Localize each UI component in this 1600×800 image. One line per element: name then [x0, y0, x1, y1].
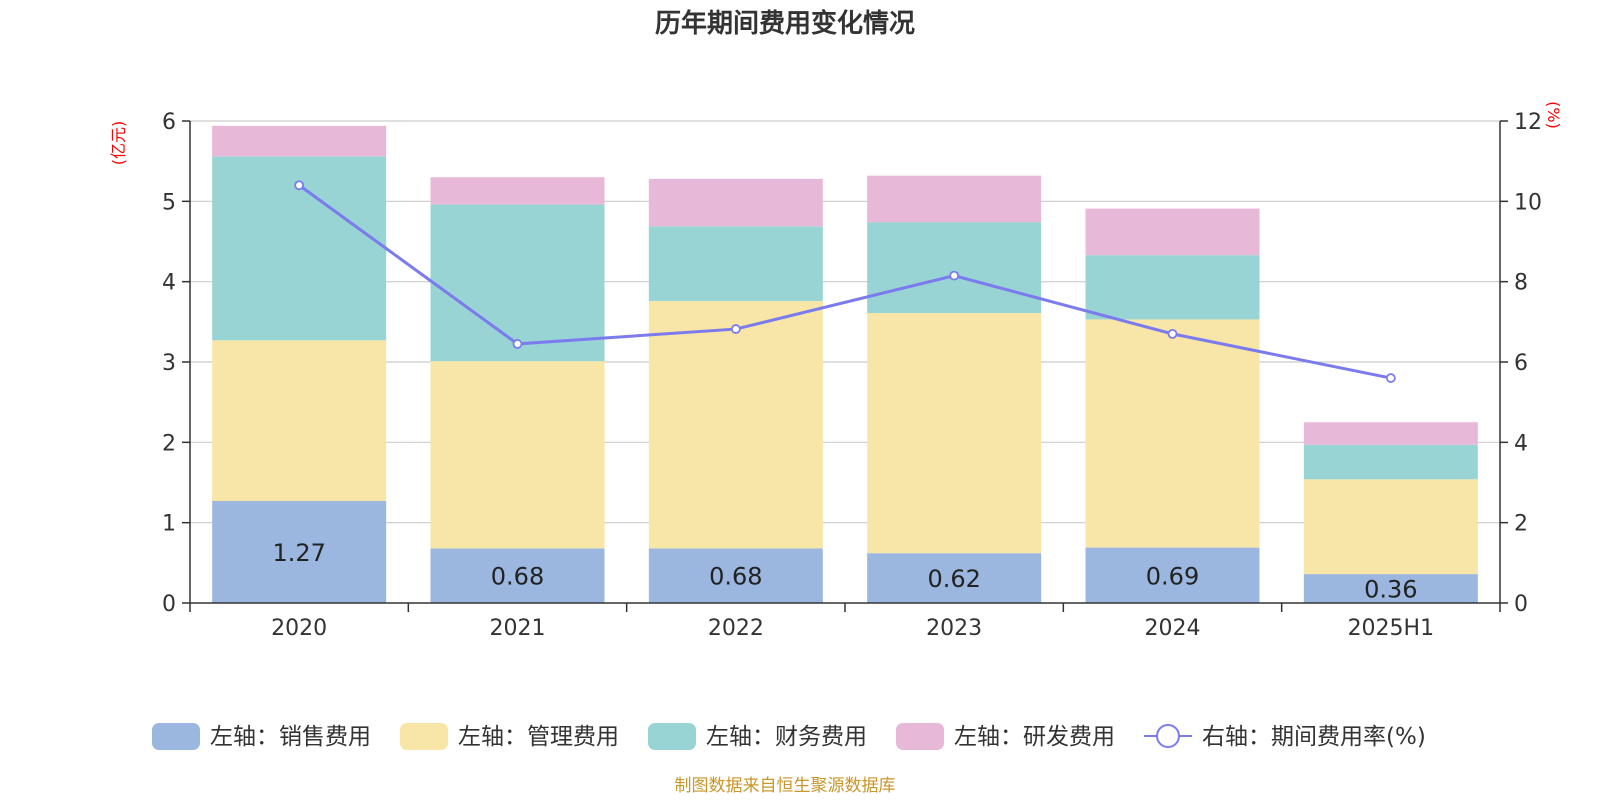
source-note: 制图数据来自恒生聚源数据库	[675, 776, 896, 796]
rate-line-point	[730, 324, 741, 334]
bar-segment	[867, 175, 1042, 223]
bar-segment	[430, 204, 605, 362]
legend-swatch	[896, 723, 944, 750]
rate-line	[294, 180, 1396, 383]
rate-line-point	[949, 270, 960, 281]
legend-item[interactable]: 左轴：管理费用	[400, 723, 619, 750]
bar-segment	[430, 177, 605, 205]
right-axis-tick-label: 8	[1514, 271, 1528, 296]
bar-data-label: 0.36	[1364, 576, 1417, 604]
bar-segment	[212, 500, 387, 603]
legend-marker	[1156, 724, 1180, 748]
bar-segment	[867, 553, 1042, 603]
bar-segment	[648, 300, 823, 549]
legend-label: 左轴：管理费用	[458, 724, 619, 750]
bar-segment	[1085, 319, 1260, 548]
rate-line-point	[294, 180, 305, 191]
bar-segment	[648, 548, 823, 603]
legend-item[interactable]: 左轴：财务费用	[648, 723, 867, 750]
left-axis-tick-label: 5	[162, 190, 176, 215]
rate-line-point	[1167, 328, 1178, 339]
data-labels: 1.27 0.68 0.68 0.62 0.69 0.36	[272, 539, 1417, 604]
bar-segment	[1303, 479, 1478, 575]
right-axis-tick-label: 10	[1514, 190, 1542, 215]
chart-title: 历年期间费用变化情况	[655, 8, 915, 39]
bar-data-label: 0.68	[491, 563, 544, 591]
legend-swatch	[648, 723, 696, 750]
legend-swatch	[152, 723, 200, 750]
rate-line-path	[298, 184, 1392, 380]
rate-line-point	[1385, 373, 1396, 383]
right-axis-tick-label: 6	[1514, 351, 1528, 376]
legend-swatch	[400, 723, 448, 750]
x-axis-tick-label: 2022	[708, 616, 764, 641]
right-axis-unit: (%)	[1544, 101, 1563, 129]
left-axis-tick-label: 4	[162, 271, 176, 296]
left-axis-tick-label: 0	[162, 592, 176, 617]
bar-segment	[430, 548, 605, 603]
legend[interactable]: 左轴：销售费用 左轴：管理费用 左轴：财务费用 左轴：研发费用 右轴：期间费用率(%)	[152, 723, 1426, 750]
x-axis-tick-label: 2024	[1145, 616, 1201, 641]
bar-segment	[648, 226, 823, 301]
legend-item[interactable]: 左轴：销售费用	[152, 723, 371, 750]
bar-segment	[648, 178, 823, 227]
bars	[212, 125, 1478, 603]
bar-segment	[1085, 208, 1260, 256]
bar-data-label: 0.68	[709, 563, 762, 591]
left-axis-tick-label: 2	[162, 431, 176, 456]
bar-segment	[212, 340, 387, 501]
left-axis-tick-label: 1	[162, 512, 176, 537]
legend-label: 左轴：研发费用	[954, 724, 1115, 750]
bar-segment	[1303, 422, 1478, 445]
legend-label: 右轴：期间费用率(%)	[1202, 724, 1426, 750]
right-axis-tick-label: 12	[1514, 110, 1542, 135]
right-axis-tick-label: 4	[1514, 431, 1528, 456]
bar-segment	[212, 125, 387, 157]
bar-data-label: 1.27	[272, 539, 325, 567]
legend-item[interactable]: 右轴：期间费用率(%)	[1144, 724, 1426, 750]
bar-segment	[1085, 255, 1260, 320]
bar-segment	[867, 312, 1042, 554]
left-axis-unit: (亿元)	[109, 121, 128, 166]
legend-label: 左轴：财务费用	[706, 724, 867, 750]
x-axis-tick-label: 2025H1	[1348, 616, 1435, 641]
legend-item[interactable]: 左轴：研发费用	[896, 723, 1115, 750]
bar-segment	[1085, 547, 1260, 603]
bar-data-label: 0.69	[1146, 562, 1199, 590]
bar-segment	[1303, 574, 1478, 603]
right-axis-tick-label: 2	[1514, 512, 1528, 537]
bar-segment	[1303, 444, 1478, 480]
left-axis-tick-label: 3	[162, 351, 176, 376]
rate-line-point	[512, 339, 523, 349]
legend-label: 左轴：销售费用	[210, 724, 371, 750]
x-axis-tick-label: 2023	[926, 616, 982, 641]
left-axis-tick-label: 6	[162, 110, 176, 135]
gridlines	[190, 120, 1500, 524]
bar-segment	[867, 222, 1042, 313]
x-axis-tick-label: 2021	[490, 616, 546, 641]
right-axis-tick-label: 0	[1514, 592, 1528, 617]
bar-segment	[430, 361, 605, 549]
bar-data-label: 0.62	[927, 565, 980, 593]
x-axis-tick-label: 2020	[271, 616, 327, 641]
